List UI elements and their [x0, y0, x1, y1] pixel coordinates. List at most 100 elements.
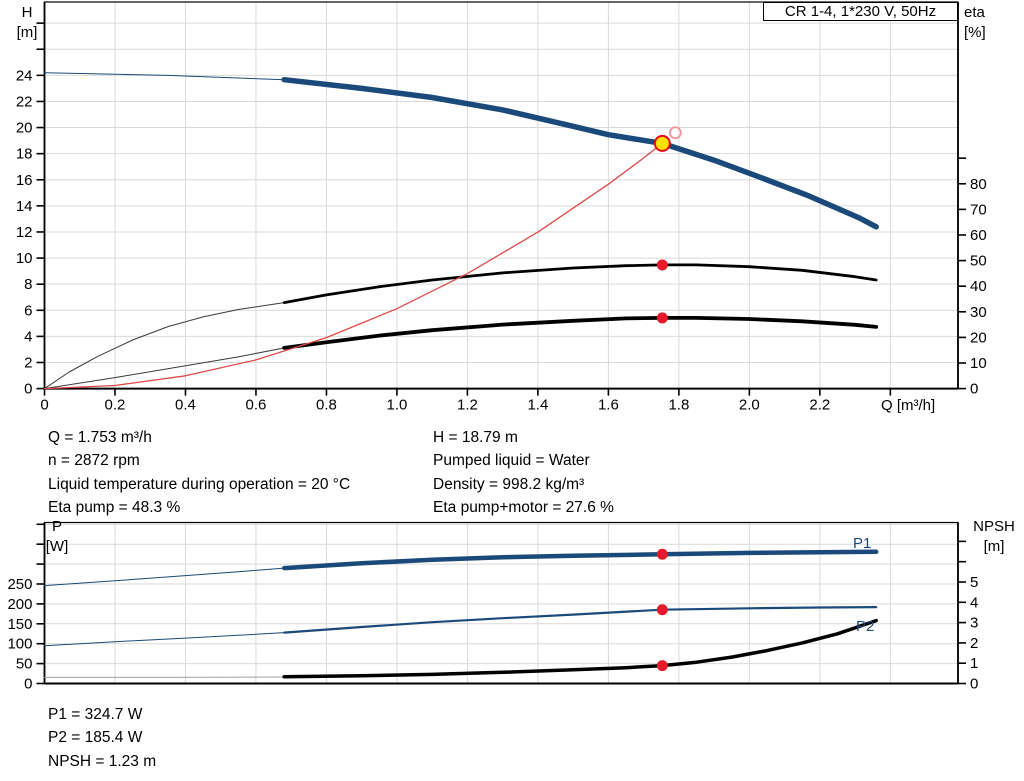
- q-axis-label: Q [m³/h]: [881, 397, 936, 414]
- left-tick-label: 4: [24, 328, 32, 345]
- right-tick-label: 1: [970, 655, 978, 672]
- p1-curve-label: P1: [853, 535, 871, 552]
- x-tick-label: 1.8: [668, 397, 689, 414]
- x-tick-label: 1.0: [387, 397, 408, 414]
- power-npsh-chart-gridlines: [44, 522, 958, 684]
- h-axis-unit: [m]: [16, 24, 38, 41]
- info-npsh: NPSH = 1.23 m: [48, 752, 157, 770]
- p1-extension: [44, 567, 285, 587]
- power-info: P1 = 324.7 W P2 = 185.4 W NPSH = 1.23 m: [48, 703, 156, 773]
- npsh-point: [656, 660, 668, 672]
- eta-pump-point: [656, 259, 668, 271]
- left-tick-label: 100: [7, 636, 32, 653]
- right-tick-label: 4: [970, 594, 978, 611]
- duty-point: [653, 134, 671, 152]
- left-tick-label: 18: [16, 146, 33, 163]
- left-tick-label: 8: [24, 276, 32, 293]
- right-tick-label: 0: [970, 381, 978, 398]
- right-tick-label: 3: [970, 615, 978, 632]
- right-tick-label: 30: [970, 304, 987, 321]
- system-curve: [43, 142, 663, 390]
- npsh-curve: [282, 618, 878, 679]
- left-tick-label: 2: [24, 354, 32, 371]
- info-eta-pump: Eta pump = 48.3 %: [48, 499, 181, 517]
- p2-curve: [283, 605, 878, 634]
- right-tick-label: 80: [970, 176, 987, 193]
- right-tick-label: 50: [970, 253, 987, 270]
- x-axis-title-top: Q [m³/h]: [881, 396, 961, 416]
- left-tick-label: 20: [16, 120, 33, 137]
- left-tick-label: 0: [24, 381, 32, 398]
- info-pumped-liquid: Pumped liquid = Water: [433, 452, 590, 470]
- p-axis-name: P: [51, 518, 62, 535]
- left-tick-label: 50: [16, 656, 33, 673]
- left-tick-label: 0: [24, 676, 32, 693]
- info-density: Density = 998.2 kg/m³: [433, 475, 585, 493]
- chart-title-box: CR 1-4, 1*230 V, 50Hz: [763, 2, 958, 21]
- x-tick-label: 2.0: [739, 397, 760, 414]
- x-tick-label: 0: [40, 397, 48, 414]
- right-tick-label: 0: [970, 676, 978, 693]
- left-axis-title-bottom: P [W]: [38, 517, 76, 557]
- right-axis-title-top: eta [%]: [964, 3, 1014, 43]
- x-tick-label: 0.2: [105, 397, 126, 414]
- p2-extension: [44, 632, 285, 647]
- power-npsh-chart-frame: [43, 521, 959, 685]
- eta-pump-curve: [282, 263, 878, 305]
- info-p2: P2 = 185.4 W: [48, 729, 143, 747]
- qh-eta-chart-frame: [43, 1, 959, 390]
- right-tick-label: 60: [970, 227, 987, 244]
- x-tick-label: 0.8: [316, 397, 337, 414]
- left-tick-label: 16: [16, 172, 33, 189]
- left-tick-label: 200: [7, 596, 32, 613]
- x-tick-label: 1.6: [598, 397, 619, 414]
- right-tick-label: 40: [970, 278, 987, 295]
- left-tick-label: 10: [16, 250, 33, 267]
- eta-axis-name: eta: [964, 4, 985, 21]
- info-p1: P1 = 324.7 W: [48, 706, 143, 723]
- info-n: n = 2872 rpm: [48, 452, 140, 470]
- qh-curve-extension: [44, 72, 285, 81]
- right-tick-label: 70: [970, 201, 987, 218]
- left-tick-label: 24: [16, 67, 33, 84]
- duty-info-left: Q = 1.753 m³/h n = 2872 rpm Liquid tempe…: [48, 426, 350, 520]
- npsh-axis-unit: [m]: [983, 538, 1005, 555]
- left-tick-label: 250: [7, 576, 32, 593]
- right-tick-label: 5: [970, 574, 978, 591]
- p1-point: [656, 548, 668, 560]
- left-tick-label: 6: [24, 302, 32, 319]
- eta-pump-motor-curve: [282, 315, 879, 350]
- right-axis-title-bottom: NPSH [m]: [966, 517, 1022, 557]
- x-tick-label: 0.6: [246, 397, 267, 414]
- x-tick-label: 2.2: [809, 397, 830, 414]
- info-eta-pump-motor: Eta pump+motor = 27.6 %: [433, 499, 614, 517]
- eta-pump-motor-extension: [44, 347, 285, 390]
- p1-curve: [281, 549, 879, 571]
- qh-eta-chart-gridlines: [44, 2, 958, 389]
- power-npsh-chart-ticks: 0 50 100 150 200 250 0 1 2 3 4 5: [7, 523, 978, 693]
- info-q: Q = 1.753 m³/h: [48, 429, 152, 446]
- right-tick-label: 20: [970, 329, 987, 346]
- x-tick-label: 0.4: [175, 397, 196, 414]
- npsh-axis-name: NPSH: [973, 518, 1015, 535]
- duty-info-right: H = 18.79 m Pumped liquid = Water Densit…: [433, 426, 614, 520]
- power-npsh-chart: 0 50 100 150 200 250 0 1 2 3 4 5 P1 P2: [7, 521, 978, 693]
- h-axis-name: H: [21, 4, 33, 21]
- x-tick-label: 1.4: [527, 397, 548, 414]
- left-tick-label: 150: [7, 616, 32, 633]
- info-liquid-temp: Liquid temperature during operation = 20…: [48, 475, 351, 493]
- left-tick-label: 22: [16, 93, 33, 110]
- eta-pump-extension: [44, 302, 285, 390]
- eta-axis-unit: [%]: [964, 24, 986, 41]
- rated-point: [668, 126, 682, 140]
- left-tick-label: 14: [16, 198, 33, 215]
- x-tick-label: 1.2: [457, 397, 478, 414]
- p2-curve-label: P2: [856, 618, 874, 635]
- p-axis-unit: [W]: [45, 538, 69, 555]
- p2-point: [656, 604, 668, 616]
- eta-pump-motor-point: [656, 312, 668, 324]
